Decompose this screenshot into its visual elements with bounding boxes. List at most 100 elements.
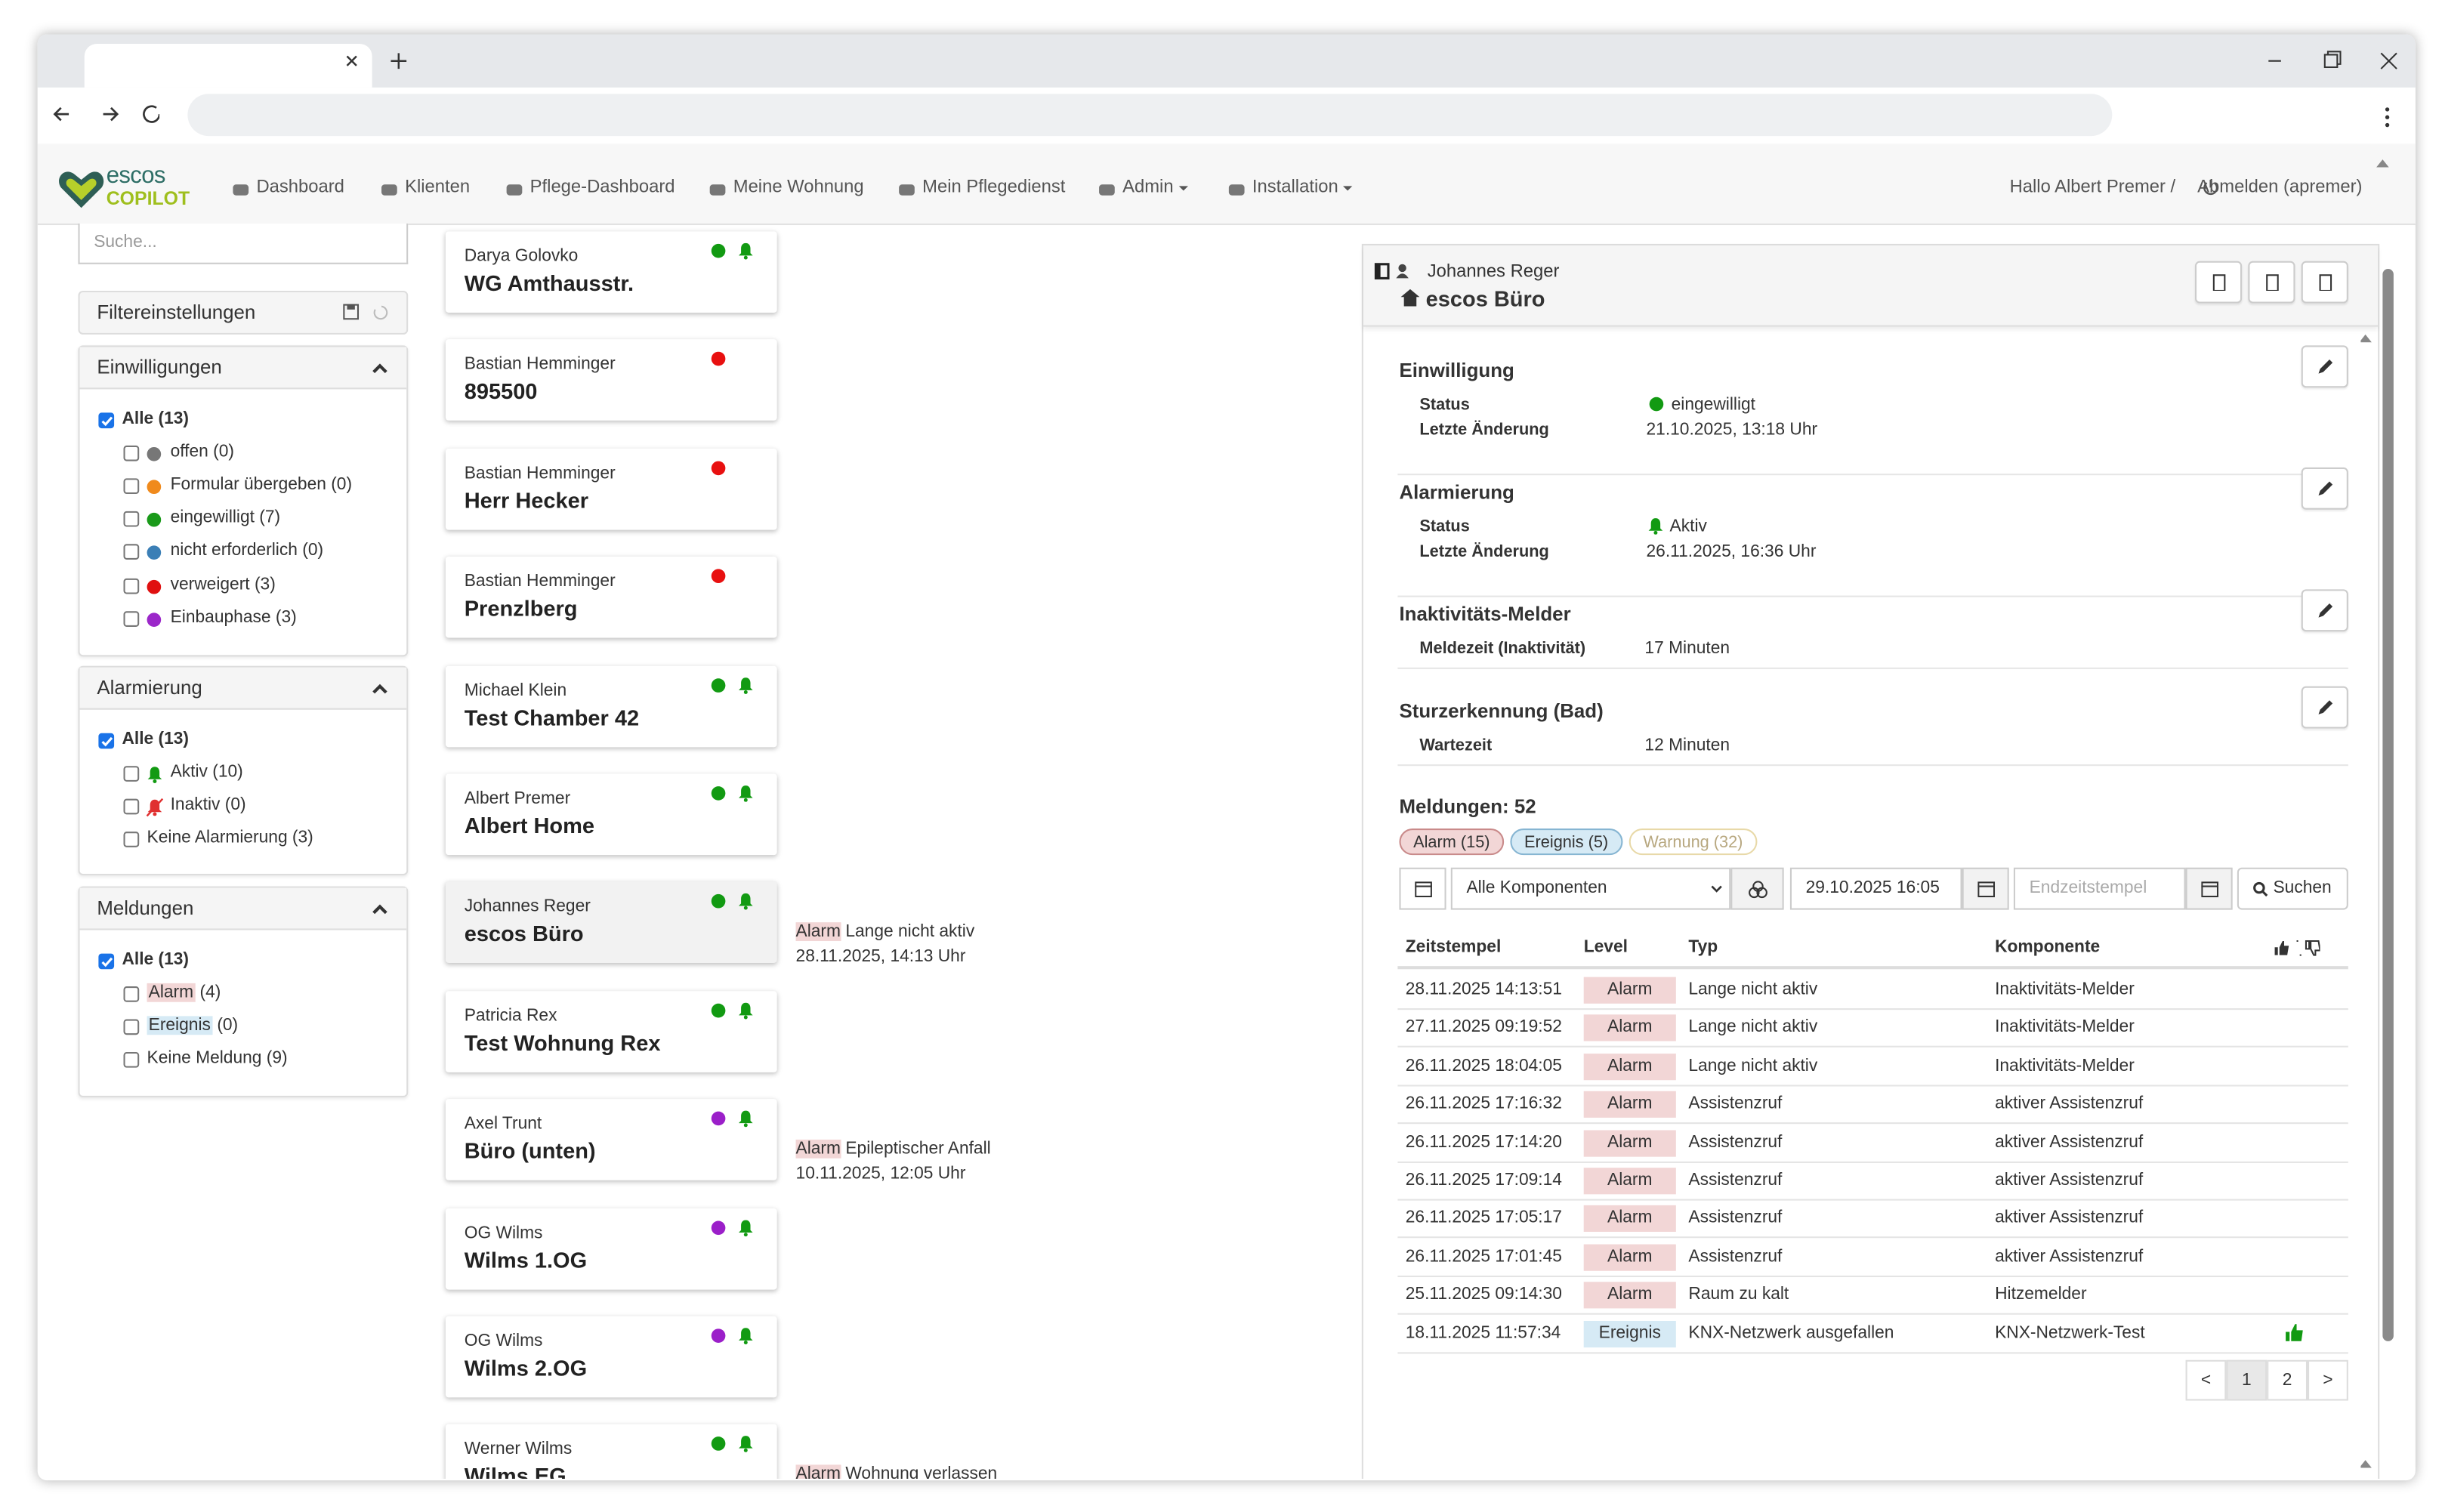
filter-option[interactable]: Alarm (4) [147,983,221,1002]
cell-level: Alarm [1583,1015,1676,1042]
menu[interactable] [2382,106,2391,128]
separator [1397,764,2348,767]
client-card[interactable]: Patricia Rex Test Wohnung Rex [445,990,777,1072]
header-button[interactable] [2248,261,2295,304]
message-tag: Alarm [795,1465,841,1480]
calendar-button[interactable] [2185,867,2233,910]
filter-option[interactable]: Inaktiv (0) [171,796,246,815]
search-input[interactable]: Suche... [78,223,409,264]
feedback-header-icons [2274,940,2320,956]
window-controls[interactable] [2265,50,2406,72]
nav-link[interactable]: Installation [1227,178,1353,197]
checkbox[interactable] [98,412,115,429]
start-input[interactable]: 29.10.2025 16:05 [1789,867,1962,910]
client-name: Test Chamber 42 [464,704,640,730]
checkbox[interactable] [123,766,140,782]
level-badge[interactable]: Warnung (32) [1629,828,1758,856]
section-title: Sturzerkennung (Bad) [1399,700,1604,723]
edit-button[interactable] [2301,345,2348,388]
group-header[interactable]: Meldungen [79,887,407,930]
checkbox[interactable] [123,446,140,461]
checkbox[interactable] [123,511,140,528]
group-header[interactable]: Einwilligungen [79,347,407,390]
checkbox[interactable] [123,832,140,848]
checkbox[interactable] [123,545,140,560]
level-badge[interactable]: Ereignis (5) [1510,828,1622,856]
filter-option[interactable]: Alle (13) [122,409,189,428]
client-card[interactable]: Axel Trunt Büro (unten) [445,1099,777,1181]
checkbox[interactable] [98,953,115,970]
page-button[interactable]: > [2308,1359,2348,1401]
filter-option[interactable]: Ereignis (0) [147,1016,238,1035]
level-badge[interactable]: Alarm (15) [1399,828,1505,856]
edit-button[interactable] [2301,467,2348,510]
checkbox[interactable] [123,799,140,815]
filter-option[interactable]: verweigert (3) [171,575,276,594]
client-card[interactable]: Darya Golovko WG Amthausstr. [445,231,777,313]
section-title: Einwilligung [1399,359,1514,382]
page-button[interactable]: < [2185,1359,2227,1401]
nav-link[interactable]: Meine Wohnung [709,178,864,197]
filter-option[interactable]: Keine Meldung (9) [147,1049,288,1068]
page-button[interactable]: 1 [2226,1359,2268,1401]
field-value: 26.11.2025, 16:36 Uhr [1646,542,1817,562]
header-button[interactable] [2194,261,2243,304]
client-card[interactable]: Albert Premer Albert Home [445,773,777,856]
address-bar[interactable] [187,94,2113,137]
filter-option[interactable]: eingewilligt (7) [171,508,281,527]
filter-option[interactable]: Einbauphase (3) [171,607,297,626]
client-card[interactable]: Bastian Hemminger Herr Hecker [445,448,777,530]
nav-buttons[interactable] [50,102,160,127]
nav-link[interactable]: Dashboard [231,178,344,197]
end-input[interactable]: Endzeitstempel [2013,867,2186,910]
new-tab[interactable] [389,51,408,70]
search-label: Suchen [2273,878,2332,898]
nav-link[interactable]: Admin [1098,178,1188,197]
checkbox[interactable] [98,733,115,749]
client-card[interactable]: Werner Wilms Wilms EG [445,1424,777,1480]
client-card[interactable]: Michael Klein Test Chamber 42 [445,665,777,747]
component-select[interactable]: Alle Komponenten [1450,867,1731,910]
option-label: Formular übergeben (0) [170,475,353,495]
checkbox[interactable] [123,478,140,495]
filter-option[interactable]: Aktiv (10) [171,763,243,782]
client-name: Albert Home [464,813,595,838]
cell-component: Inaktivitäts-Melder [1995,1056,2135,1075]
calendar-button[interactable] [1962,867,2009,910]
nav-link[interactable]: Klienten [380,178,470,197]
option-label: Alle (13) [122,950,190,970]
edit-button[interactable] [2301,589,2348,632]
filter-option[interactable]: nicht erforderlich (0) [171,542,323,560]
filter-option[interactable]: Keine Alarmierung (3) [147,829,313,848]
logo-text: escos [106,162,166,190]
tab[interactable] [84,43,372,88]
edit-button[interactable] [2301,686,2348,729]
filter-option[interactable]: Alle (13) [122,730,189,749]
calendar-button[interactable] [1399,867,1446,910]
component-button[interactable] [1730,867,1784,910]
filter-option[interactable]: offen (0) [171,443,234,461]
client-card[interactable]: Bastian Hemminger 895500 [445,339,777,421]
client-card[interactable]: OG Wilms Wilms 1.OG [445,1208,777,1289]
cell-level: Alarm [1583,1053,1676,1080]
checkbox[interactable] [123,577,140,594]
header-button[interactable] [2301,261,2348,304]
tab-close[interactable] [344,53,360,69]
checkbox[interactable] [123,610,140,627]
page-button[interactable]: 2 [2267,1359,2308,1401]
client-card[interactable]: Bastian Hemminger Prenzlberg [445,557,777,638]
search-button[interactable]: Suchen [2237,867,2348,910]
checkbox[interactable] [123,1052,140,1069]
nav-link[interactable]: Mein Pflegedienst [897,178,1065,197]
filter-option[interactable]: Alle (13) [122,950,189,969]
checkbox[interactable] [123,986,140,1002]
status-dot [711,569,726,584]
filter-option[interactable]: Formular übergeben (0) [171,476,352,495]
nav-link[interactable]: Pflege-Dashboard [505,178,675,197]
group-header[interactable]: Alarmierung [79,667,407,710]
bell-icon [738,893,753,911]
checkbox[interactable] [123,1019,140,1035]
logout[interactable]: Abmelden (apremer) [2197,177,2363,197]
client-card[interactable]: OG Wilms Wilms 2.OG [445,1316,777,1398]
client-card[interactable]: Johannes Reger escos Büro [445,882,777,964]
